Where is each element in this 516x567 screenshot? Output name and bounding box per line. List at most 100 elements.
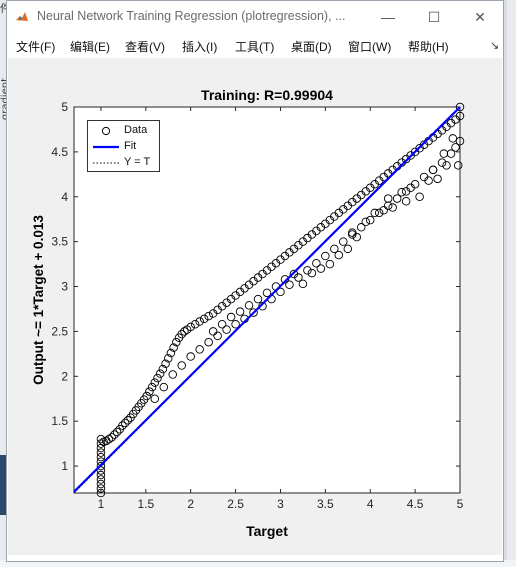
x-tick-label: 1 [98, 497, 105, 511]
legend-item-fit: Fit [88, 139, 161, 155]
menu-file[interactable]: 文件(F) [16, 40, 56, 54]
data-point [147, 382, 157, 392]
chart-title: Training: R=0.99904 [201, 87, 333, 103]
data-point [437, 158, 447, 167]
data-point [442, 161, 451, 170]
x-tick-label: 3 [277, 497, 284, 511]
data-point [213, 331, 222, 341]
y-tick-label: 3.5 [51, 235, 68, 249]
data-point [455, 111, 465, 121]
y-tick-label: 2 [61, 369, 68, 383]
data-point [104, 434, 114, 444]
menu-view[interactable]: 查看(V) [125, 40, 165, 54]
data-point [195, 345, 204, 354]
x-tick-label: 5 [457, 497, 464, 511]
data-point [107, 433, 116, 442]
chart-legend[interactable]: Data Fit Y = T [87, 120, 160, 172]
data-point [312, 258, 321, 268]
maximize-icon: ☐ [427, 8, 441, 25]
minimize-button[interactable]: — [365, 1, 411, 33]
x-tick-label: 4.5 [407, 497, 424, 511]
y-tick-label: 3 [61, 280, 68, 294]
data-point [153, 373, 162, 383]
maximize-button[interactable]: ☐ [411, 1, 457, 33]
data-point [379, 205, 388, 215]
legend-label-identity: Y = T [124, 156, 151, 168]
background-window-dark-panel [0, 455, 9, 515]
data-point [168, 370, 177, 379]
data-point [330, 244, 339, 254]
data-point [120, 418, 130, 428]
data-point [280, 275, 290, 284]
data-point [96, 434, 106, 444]
x-tick-label: 1.5 [137, 497, 154, 511]
y-tick-label: 1.5 [51, 414, 68, 428]
data-point [321, 251, 330, 261]
solid-line-icon [93, 145, 119, 149]
matlab-logo-icon [15, 10, 29, 24]
y-tick-label: 4.5 [51, 145, 68, 159]
data-point [217, 319, 227, 329]
x-tick-label: 2.5 [227, 497, 244, 511]
menu-desktop[interactable]: 桌面(D) [291, 40, 332, 54]
data-point [388, 203, 397, 212]
data-point [110, 430, 119, 439]
data-point [177, 361, 186, 370]
data-point [204, 337, 213, 347]
data-point [253, 294, 263, 304]
menu-edit[interactable]: 编辑(E) [70, 40, 110, 54]
data-point [415, 192, 424, 202]
data-point [96, 475, 106, 484]
data-point [316, 264, 326, 273]
data-point [96, 461, 106, 471]
close-icon: ✕ [474, 8, 486, 25]
data-point [186, 352, 195, 361]
data-point [222, 325, 231, 334]
data-point [177, 329, 186, 339]
data-point [96, 452, 106, 462]
data-point [226, 312, 236, 322]
data-point [231, 319, 240, 329]
background-window-left [0, 0, 9, 567]
menu-help[interactable]: 帮助(H) [408, 40, 449, 54]
data-point [401, 197, 411, 206]
data-point [303, 266, 312, 275]
y-tick-label: 2.5 [51, 324, 68, 338]
legend-item-data: Data [88, 123, 161, 139]
data-point [361, 217, 370, 227]
close-button[interactable]: ✕ [457, 1, 503, 33]
data-point [374, 208, 384, 218]
data-point [208, 327, 218, 336]
menu-window[interactable]: 窗口(W) [348, 40, 392, 54]
data-point [164, 354, 173, 363]
data-point [96, 488, 106, 498]
menu-tools[interactable]: 工具(T) [235, 40, 275, 54]
legend-label-data: Data [124, 124, 148, 136]
data-point [370, 208, 379, 218]
data-point [244, 301, 254, 310]
y-tick-label: 4 [61, 190, 68, 204]
title-bar[interactable]: Neural Network Training Regression (plot… [7, 1, 503, 33]
data-point [249, 308, 258, 317]
data-point [276, 287, 285, 297]
menu-insert[interactable]: 插入(I) [182, 40, 218, 54]
data-point [172, 337, 181, 347]
data-point [96, 484, 106, 493]
data-point [451, 143, 460, 152]
data-point [455, 136, 465, 146]
data-point [406, 183, 415, 193]
data-point [343, 244, 353, 254]
data-point [96, 479, 106, 489]
data-point [150, 394, 160, 403]
data-point [307, 268, 317, 278]
data-point [112, 427, 122, 437]
data-point [453, 161, 463, 170]
toolbar-overflow-icon[interactable]: ↘ [490, 40, 500, 52]
fit-line [73, 106, 461, 493]
figure-window: Neural Network Training Regression (plot… [6, 0, 504, 562]
x-tick-label: 3.5 [317, 497, 334, 511]
minimize-icon: — [381, 9, 395, 25]
data-point [96, 470, 106, 480]
legend-label-fit: Fit [124, 140, 137, 152]
window-title: Neural Network Training Regression (plot… [37, 9, 346, 23]
